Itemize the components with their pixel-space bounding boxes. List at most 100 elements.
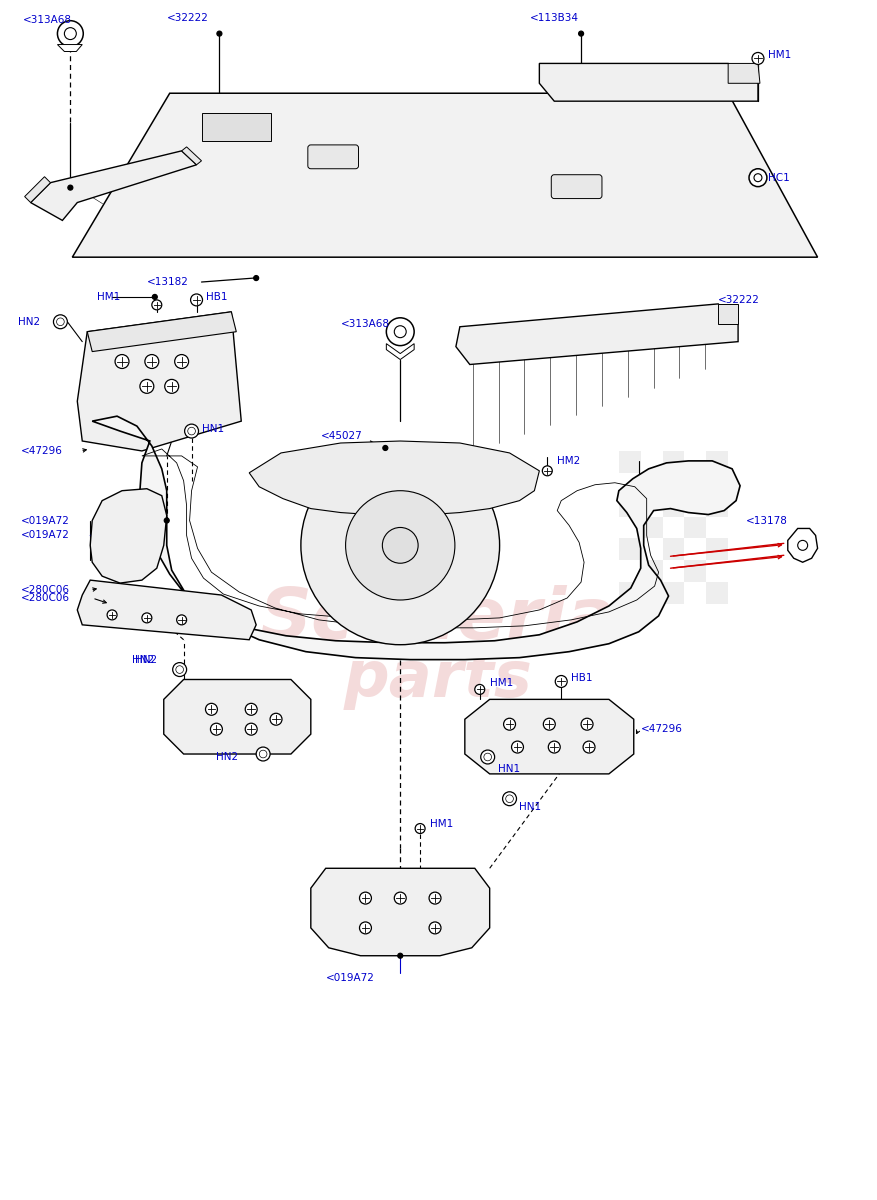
Circle shape [383,445,388,450]
Polygon shape [249,442,539,515]
Circle shape [511,742,524,754]
Bar [641,516,662,539]
Bar [619,494,641,516]
Circle shape [503,719,516,730]
Polygon shape [728,64,760,83]
Circle shape [173,662,187,677]
Text: HC1: HC1 [768,173,789,182]
Polygon shape [77,580,256,640]
Circle shape [142,613,152,623]
Circle shape [115,354,129,368]
Circle shape [474,684,485,695]
Text: HN2: HN2 [132,655,154,665]
Circle shape [360,922,372,934]
Circle shape [57,20,83,47]
Text: Scuderia: Scuderia [260,586,616,654]
Circle shape [246,703,257,715]
Text: <019A72: <019A72 [326,972,375,983]
Circle shape [555,676,567,688]
Text: <45027: <45027 [321,431,362,442]
Circle shape [217,31,222,36]
Circle shape [346,491,455,600]
Polygon shape [87,312,236,352]
Circle shape [210,724,223,736]
Text: <313A68: <313A68 [340,319,389,329]
Bar [706,539,728,560]
Circle shape [176,614,187,625]
Bar [619,451,641,473]
Polygon shape [72,94,817,257]
Circle shape [749,169,766,187]
Text: HN2: HN2 [135,655,157,665]
Bar [662,539,684,560]
Circle shape [175,354,189,368]
Circle shape [798,540,808,551]
Text: HM1: HM1 [489,678,513,689]
Bar [641,560,662,582]
Circle shape [506,794,513,803]
Polygon shape [465,700,634,774]
Text: <13182: <13182 [146,277,189,287]
Bar [641,473,662,494]
Circle shape [752,53,764,65]
Text: <13178: <13178 [746,516,788,526]
Circle shape [581,719,593,730]
Bar [684,516,706,539]
Polygon shape [788,528,817,563]
Circle shape [190,294,203,306]
Text: HN2: HN2 [18,317,39,326]
Text: HM1: HM1 [768,50,791,60]
Polygon shape [77,312,241,451]
Circle shape [68,185,73,190]
Polygon shape [90,488,167,583]
Circle shape [152,300,161,310]
FancyBboxPatch shape [552,175,602,198]
Circle shape [484,754,491,761]
Bar [684,473,706,494]
Bar [202,113,271,140]
FancyBboxPatch shape [308,145,359,169]
Polygon shape [31,151,196,221]
Text: HN1: HN1 [202,424,224,434]
Circle shape [253,276,259,281]
Circle shape [246,724,257,736]
Circle shape [153,294,157,300]
Circle shape [53,314,68,329]
Circle shape [387,318,414,346]
Text: <47296: <47296 [21,446,62,456]
Text: <019A72: <019A72 [21,530,69,540]
Circle shape [542,466,553,475]
Text: HM2: HM2 [557,456,581,466]
Bar [619,582,641,604]
Circle shape [270,713,282,725]
Text: HM1: HM1 [430,818,453,828]
Polygon shape [310,869,489,955]
Text: <32222: <32222 [167,13,209,23]
Circle shape [583,742,595,754]
Bar [706,582,728,604]
Circle shape [260,750,267,758]
Bar [684,560,706,582]
Bar [706,494,728,516]
Circle shape [382,528,418,563]
Circle shape [398,953,403,959]
Circle shape [429,922,441,934]
Polygon shape [539,64,758,101]
Circle shape [395,892,406,904]
Text: <47296: <47296 [641,724,682,734]
Polygon shape [92,416,740,660]
Circle shape [205,703,217,715]
Circle shape [164,518,169,523]
Polygon shape [182,146,202,164]
Circle shape [395,325,406,337]
Circle shape [429,892,441,904]
Circle shape [165,379,179,394]
Circle shape [185,424,198,438]
Polygon shape [164,679,310,754]
Text: HN1: HN1 [519,802,542,811]
Polygon shape [25,176,51,203]
Circle shape [256,748,270,761]
Circle shape [754,174,762,181]
Bar [662,582,684,604]
Polygon shape [387,343,414,360]
